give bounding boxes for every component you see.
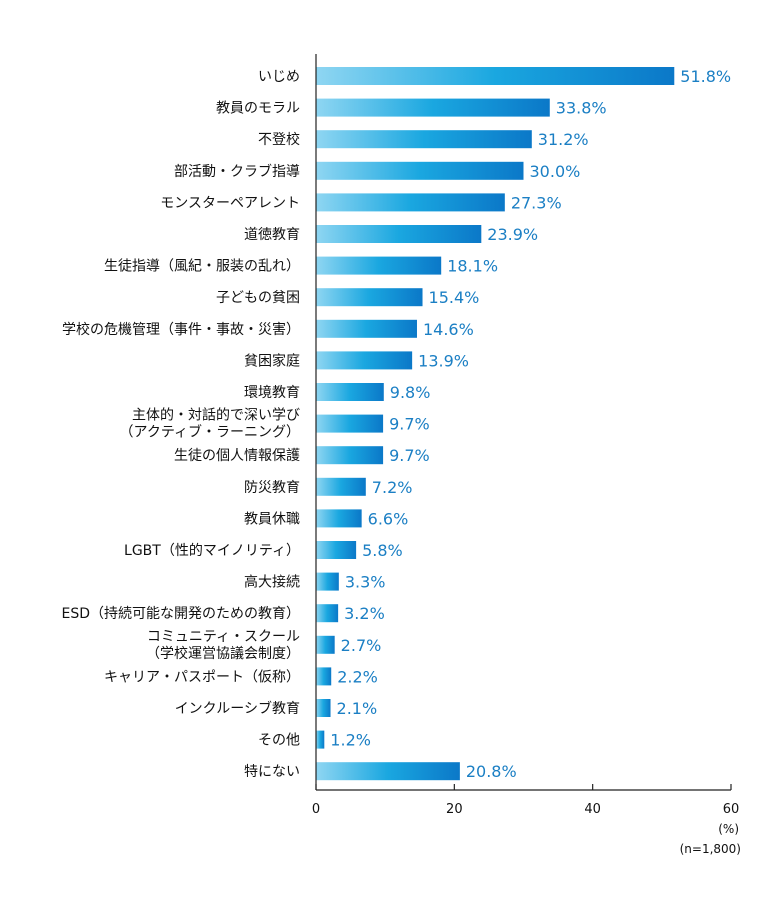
category-label-18-line-0: コミュニティ・スクール: [147, 629, 300, 645]
bar-1: [316, 98, 550, 117]
bar-20: [316, 699, 331, 717]
bar-10: [316, 383, 384, 401]
value-label-1: 33.8%: [556, 99, 607, 118]
category-label-0: いじめ: [258, 69, 300, 85]
bar-22: [316, 762, 460, 781]
bar-19: [316, 667, 332, 686]
category-label-11-line-0: 主体的・対話的で深い学び: [132, 407, 300, 424]
bar-15: [316, 541, 357, 559]
value-label-0: 51.8%: [680, 67, 731, 86]
value-label-17: 3.2%: [344, 604, 385, 623]
value-label-11: 9.7%: [389, 415, 430, 434]
category-label-17: ESD（持続可能な開発のための教育）: [61, 605, 300, 622]
value-label-19: 2.2%: [337, 667, 378, 686]
category-label-11-line-1: （アクティブ・ラーニング）: [120, 424, 300, 441]
bar-11: [316, 414, 384, 433]
value-label-16: 3.3%: [345, 573, 386, 592]
bar-13: [316, 477, 366, 496]
x-tick-label-3: 60: [723, 802, 740, 817]
value-label-9: 13.9%: [418, 351, 469, 370]
category-label-20: インクルーシブ教育: [175, 700, 300, 717]
category-label-4: モンスターペアレント: [160, 195, 300, 211]
value-label-20: 2.1%: [337, 699, 378, 718]
value-label-15: 5.8%: [362, 541, 403, 560]
sample-size-note: (n=1,800): [680, 842, 741, 856]
category-label-9: 貧困家庭: [244, 352, 300, 369]
bars-group: [316, 67, 675, 781]
x-tick-label-0: 0: [312, 802, 320, 817]
category-label-19: キャリア・パスポート（仮称）: [104, 669, 300, 685]
bar-3: [316, 161, 524, 180]
x-tick-label-2: 40: [584, 802, 601, 817]
bar-12: [316, 446, 384, 465]
bar-6: [316, 256, 442, 275]
category-label-2: 不登校: [258, 131, 300, 148]
bar-14: [316, 509, 362, 528]
category-label-12: 生徒の個人情報保護: [174, 448, 300, 464]
x-tick-label-1: 20: [446, 802, 463, 817]
value-label-6: 18.1%: [447, 257, 498, 276]
category-label-7: 子どもの貧困: [216, 290, 300, 306]
value-label-14: 6.6%: [368, 509, 409, 528]
bar-4: [316, 193, 505, 212]
bar-0: [316, 67, 675, 85]
value-label-8: 14.6%: [423, 320, 474, 339]
value-label-13: 7.2%: [372, 478, 413, 497]
bar-8: [316, 319, 417, 338]
value-label-10: 9.8%: [390, 383, 431, 402]
bar-21: [316, 730, 325, 749]
category-label-3: 部活動・クラブ指導: [174, 163, 300, 180]
value-label-4: 27.3%: [511, 193, 562, 212]
value-label-12: 9.7%: [389, 446, 430, 465]
category-label-14: 教員休職: [244, 511, 300, 527]
bar-16: [316, 572, 339, 591]
category-label-5: 道徳教育: [244, 227, 300, 243]
category-label-18-line-1: （学校運営協議会制度）: [146, 645, 300, 662]
category-label-6: 生徒指導（風紀・服装の乱れ）: [104, 259, 300, 275]
value-label-5: 23.9%: [487, 225, 538, 244]
category-labels-group: いじめ教員のモラル不登校部活動・クラブ指導モンスターペアレント道徳教育生徒指導（…: [61, 69, 300, 780]
value-label-2: 31.2%: [538, 130, 589, 149]
bar-7: [316, 288, 423, 307]
category-label-10: 環境教育: [244, 385, 300, 401]
category-label-21: その他: [258, 733, 300, 749]
value-label-18: 2.7%: [341, 636, 382, 655]
axes-group: 0 20 40 60 (%) (n=1,800): [312, 54, 741, 856]
bar-17: [316, 604, 339, 623]
bar-2: [316, 130, 532, 149]
value-labels-group: 51.8% 33.8% 31.2% 30.0% 27.3% 23.9% 18.1% 15.4%…: [330, 67, 731, 781]
value-label-7: 15.4%: [429, 288, 480, 307]
category-label-16: 高大接続: [244, 574, 300, 591]
category-label-15: LGBT（性的マイノリティ）: [124, 543, 300, 559]
category-label-13: 防災教育: [244, 480, 300, 496]
value-label-21: 1.2%: [330, 731, 371, 750]
bar-9: [316, 351, 413, 370]
bar-5: [316, 225, 482, 243]
value-label-3: 30.0%: [530, 162, 581, 181]
value-label-22: 20.8%: [466, 762, 517, 781]
unit-label: (%): [718, 822, 739, 836]
category-label-1: 教員のモラル: [216, 101, 300, 117]
bar-18: [316, 635, 335, 654]
category-label-8: 学校の危機管理（事件・事故・災害）: [62, 321, 300, 338]
category-label-22: 特にない: [244, 764, 300, 780]
